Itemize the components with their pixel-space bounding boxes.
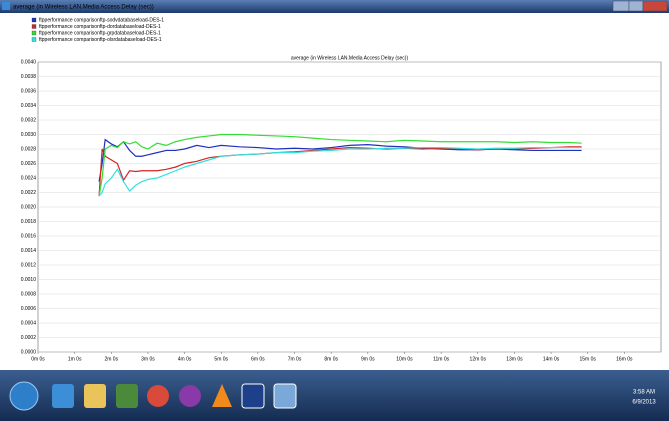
x-tick-label: 6m 0s [251,356,265,362]
taskbar-icon[interactable] [147,385,169,407]
y-tick-label: 0.0030 [21,132,37,138]
x-tick-label: 3m 0s [141,356,155,362]
taskbar-icon[interactable] [179,385,201,407]
title-bar [0,0,669,13]
taskbar-icon[interactable] [84,384,106,408]
x-tick-label: 8m 0s [324,356,338,362]
y-tick-label: 0.0032 [21,117,37,123]
app-icon [2,2,10,10]
y-tick-label: 0.0002 [21,335,37,341]
y-tick-label: 0.0040 [21,59,37,65]
maximize-button[interactable] [628,0,644,12]
legend-swatch [31,24,37,29]
x-tick-label: 7m 0s [288,356,302,362]
x-tick-label: 14m 0s [543,356,560,362]
series-line [98,146,582,197]
y-tick-label: 0.0038 [21,74,37,80]
x-tick-label: 0m 0s [31,356,45,362]
window-title: average (in Wireless LAN.Media Access De… [13,5,154,11]
close-button[interactable] [642,0,668,12]
y-tick-label: 0.0004 [21,320,37,326]
x-tick-label: 16m 0s [616,356,633,362]
y-tick-label: 0.0034 [21,103,37,109]
legend-swatch [31,37,37,42]
minimize-button[interactable] [612,0,630,12]
legend-swatch [31,17,37,23]
y-tick-label: 0.0026 [21,161,37,167]
legend-label: ftpperformance comparisonftp-sodvdatabas… [39,17,164,23]
y-tick-label: 0.0006 [21,306,37,312]
y-tick-label: 0.0020 [21,204,37,210]
y-tick-label: 0.0008 [21,291,37,297]
y-tick-label: 0.0036 [21,88,37,94]
x-tick-label: 11m 0s [433,356,450,362]
y-tick-label: 0.0000 [21,349,37,355]
y-tick-label: 0.0010 [21,277,37,283]
legend-label: ftpperformance comparisonftp-grpdatabase… [39,30,161,36]
taskbar [0,370,669,421]
legend-swatch [31,30,37,36]
taskbar-icon[interactable] [273,383,297,409]
series-line [98,133,582,197]
taskbar-icon[interactable] [241,383,265,409]
taskbar-icon[interactable] [52,384,74,408]
taskbar-icon[interactable] [212,384,232,407]
y-tick-label: 0.0012 [21,262,37,268]
y-tick-label: 0.0022 [21,190,37,196]
x-tick-label: 12m 0s [470,356,487,362]
y-tick-label: 0.0024 [21,175,37,181]
x-tick-label: 9m 0s [361,356,375,362]
x-tick-label: 13m 0s [506,356,523,362]
chart-title: average (in Wireless LAN.Media Access De… [291,55,409,61]
x-tick-label: 15m 0s [580,356,597,362]
taskbar-icon[interactable] [116,384,138,408]
clock-date: 6/9/2013 [632,400,656,406]
x-tick-label: 4m 0s [178,356,192,362]
y-tick-label: 0.0028 [21,146,37,152]
legend-label: ftpperformance comparisonftp-dordatabase… [39,24,161,30]
x-tick-label: 1m 0s [68,356,82,362]
clock-time: 3:58 AM [633,390,655,396]
y-tick-label: 0.0016 [21,233,37,239]
x-tick-label: 5m 0s [214,356,228,362]
y-tick-label: 0.0018 [21,219,37,225]
y-tick-label: 0.0014 [21,248,37,254]
start-button[interactable] [9,381,39,411]
x-tick-label: 2m 0s [104,356,118,362]
legend-label: ftpperformance comparisonftp-olsrdatabas… [39,37,162,43]
x-tick-label: 10m 0s [396,356,413,362]
